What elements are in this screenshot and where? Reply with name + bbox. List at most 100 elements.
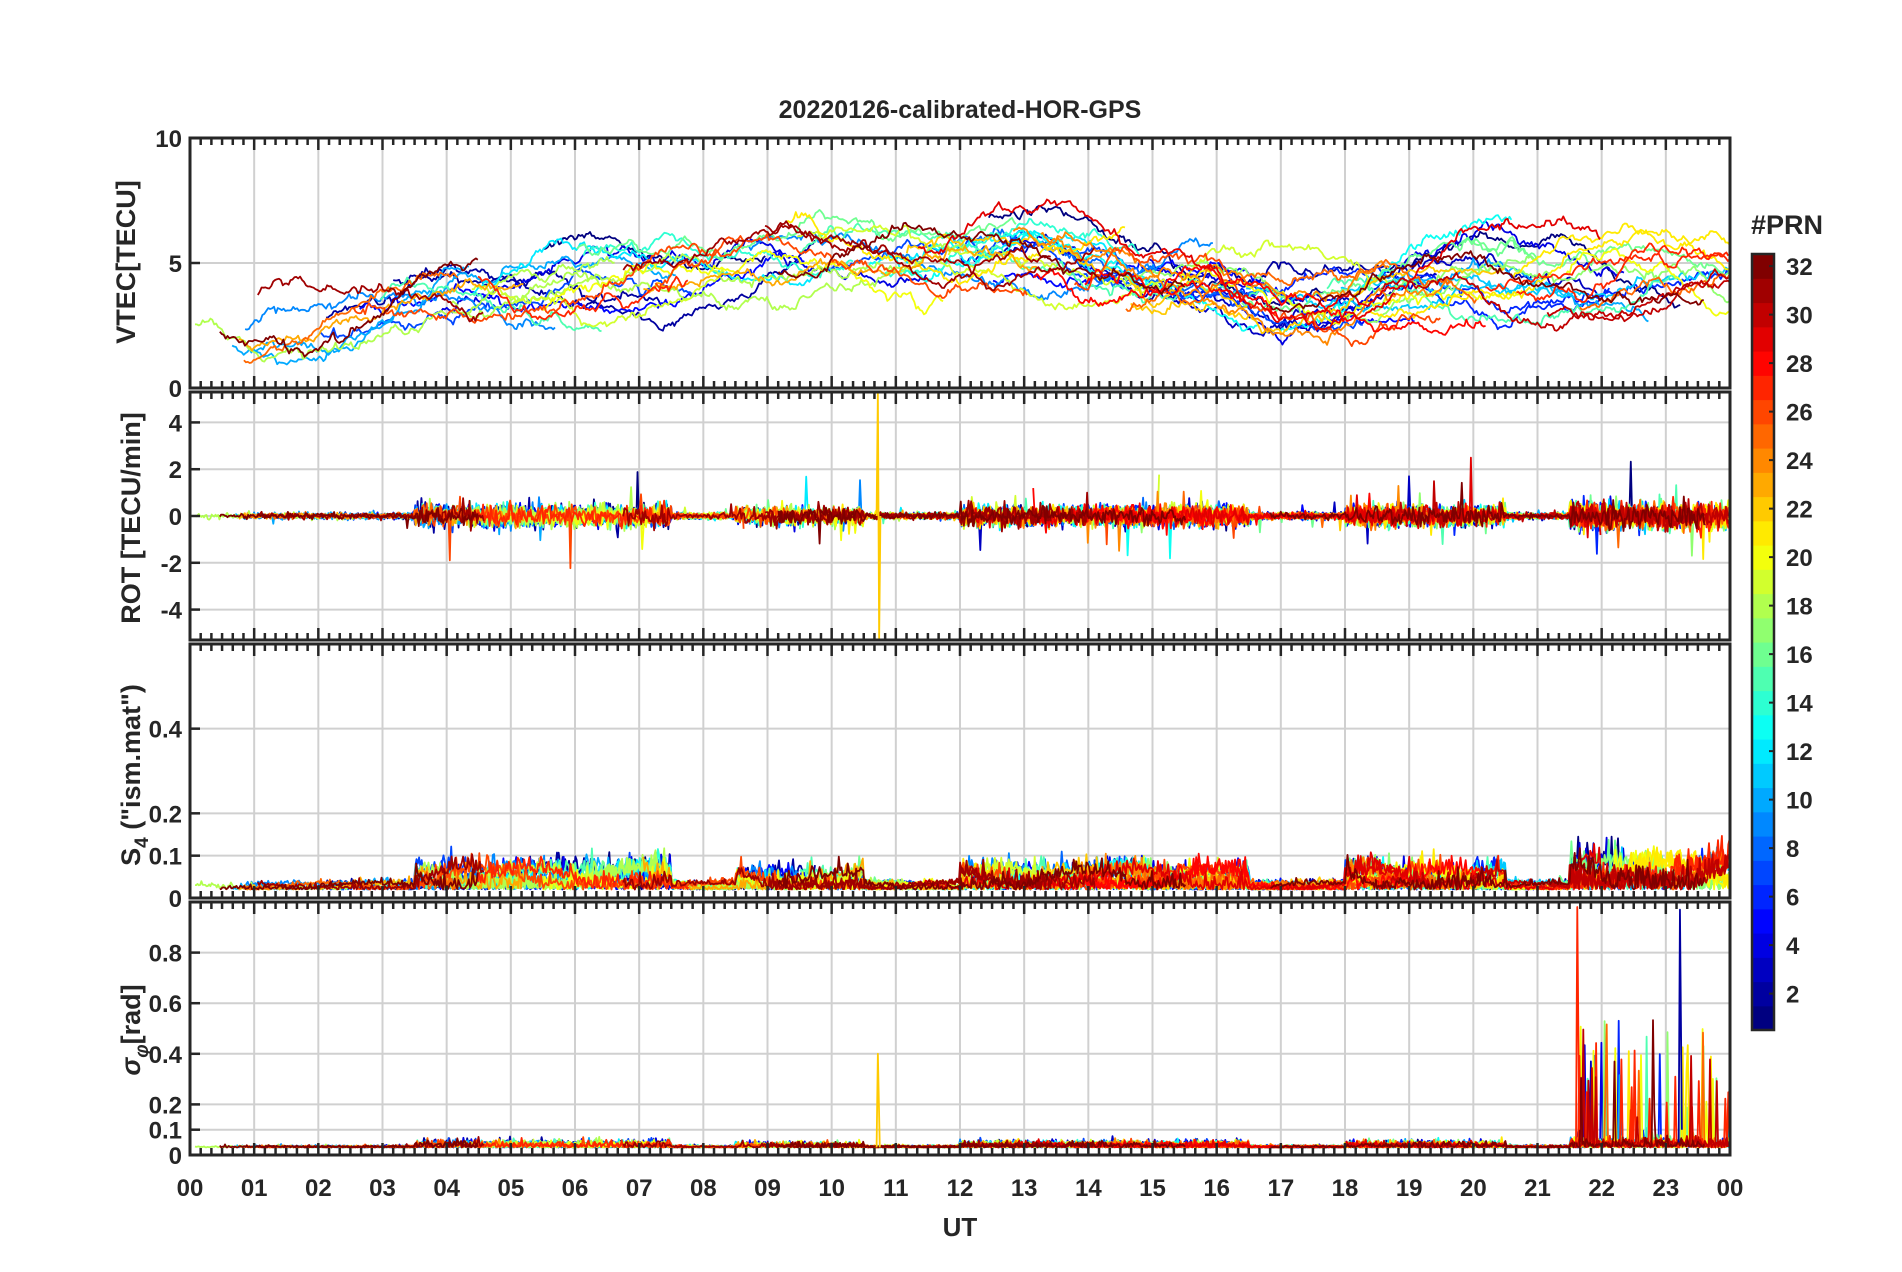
series-rot — [194, 392, 1730, 640]
prn-24-trace — [1012, 226, 1452, 346]
x-tick-label: 23 — [1652, 1175, 1679, 1202]
colorbar-segment — [1752, 666, 1774, 692]
x-tick-label: 17 — [1267, 1175, 1294, 1202]
y-tick-label-s4: 0 — [169, 886, 182, 913]
colorbar-tick-label: 8 — [1786, 836, 1799, 863]
x-tick-label: 16 — [1203, 1175, 1230, 1202]
prn-30-trace — [1381, 271, 1730, 332]
colorbar-tick-label: 22 — [1786, 497, 1813, 524]
prn-23-trace — [643, 244, 1043, 294]
prn-11-trace — [1340, 1069, 1730, 1149]
x-tick-label: 02 — [305, 1175, 332, 1202]
colorbar-segment — [1752, 302, 1774, 328]
y-tick-label-sigphi: 0.8 — [149, 941, 182, 968]
prn-20-trace — [540, 249, 944, 316]
prn-26-trace — [1073, 245, 1441, 347]
x-tick-label: 21 — [1524, 1175, 1551, 1202]
x-ticks-vtec — [188, 138, 1732, 388]
colorbar-tick-label: 24 — [1786, 448, 1813, 475]
prn-6-trace — [1410, 269, 1730, 315]
y-tick-label-sigphi: 0 — [169, 1143, 182, 1170]
colorbar-tick-label: 32 — [1786, 254, 1813, 281]
prn-5-trace — [359, 251, 805, 316]
colorbar-segment — [1752, 545, 1774, 570]
colorbar-tick-label: 30 — [1786, 303, 1813, 330]
colorbar-segment — [1752, 569, 1774, 595]
colorbar-segment — [1752, 254, 1774, 279]
prn-24-trace — [1040, 232, 1390, 302]
prn-14-trace — [880, 217, 1140, 278]
y-tick-label-s4: 0.2 — [149, 801, 182, 828]
grid-sigphi — [190, 902, 1730, 1156]
y-tick-label-rot: -4 — [161, 598, 183, 625]
colorbar-segment — [1752, 714, 1774, 740]
prn-32-trace — [1270, 1019, 1706, 1149]
y-tick-label-sigphi: 0.2 — [149, 1092, 182, 1119]
prn-31-trace — [257, 275, 484, 323]
colorbar-label: #PRN — [1751, 210, 1823, 240]
panel-sigphi: 00.10.2 0.4 0.6 0.8 — [149, 900, 1732, 1170]
colorbar-segment — [1752, 520, 1774, 546]
x-tick-label: 06 — [562, 1175, 589, 1202]
y-tick-label-vtec: 0 — [169, 376, 182, 403]
colorbar-segment — [1752, 860, 1774, 886]
prn-21-trace — [1512, 222, 1729, 278]
colorbar-segment — [1752, 811, 1774, 837]
prn-10-trace — [1383, 257, 1649, 323]
prn-32-trace — [777, 221, 1186, 296]
s4-ylabel-main: S — [116, 848, 146, 866]
colorbar-tick-label: 4 — [1786, 933, 1800, 960]
x-tick-label: 01 — [241, 1175, 268, 1202]
prn-28-trace — [1033, 264, 1486, 336]
prn-32-trace — [777, 1139, 1186, 1149]
colorbar — [1750, 252, 1776, 1032]
sigphi-ylabel-sub: φ — [132, 1044, 153, 1057]
colorbar-tick-label: 26 — [1786, 400, 1813, 427]
prn-32-trace — [777, 500, 1187, 545]
x-tick-label: 20 — [1460, 1175, 1487, 1202]
prn-31-trace — [622, 223, 1051, 275]
colorbar-segment — [1752, 884, 1774, 910]
x-tick-label: 04 — [433, 1175, 460, 1202]
vtec-ylabel: VTEC[TECU] — [111, 180, 141, 344]
x-tick-label: 05 — [497, 1175, 524, 1202]
colorbar-tick-label: 14 — [1786, 691, 1813, 718]
sigphi-spike-prn27 — [1575, 906, 1581, 1143]
y-tick-label-s4: 0.4 — [149, 717, 183, 744]
prn-19-trace — [471, 268, 725, 328]
x-tick-label: 14 — [1075, 1175, 1102, 1202]
prn-32-trace — [1269, 481, 1706, 532]
x-tick-label: 18 — [1332, 1175, 1359, 1202]
colorbar-tick-label: 6 — [1786, 885, 1799, 912]
prn-28-trace — [1083, 856, 1284, 891]
y-tick-label-sigphi: 0.1 — [149, 1118, 182, 1145]
prn-27-trace — [477, 275, 689, 321]
y-tick-label-sigphi: 0.4 — [149, 1042, 183, 1069]
prn-26-trace — [352, 852, 745, 891]
x-tick-label: 12 — [947, 1175, 974, 1202]
colorbar-tick-label: 12 — [1786, 739, 1813, 766]
colorbar-segment — [1752, 496, 1774, 522]
x-ticks-rot — [188, 392, 1732, 640]
y-tick-label-s4: 0.1 — [149, 844, 182, 871]
sigphi-ylabel-main: σ — [116, 1057, 146, 1076]
colorbar-segment — [1752, 375, 1774, 401]
colorbar-segment — [1752, 763, 1774, 789]
colorbar-segment — [1752, 981, 1774, 1007]
colorbar-frame — [1750, 252, 1776, 1032]
x-tick-label: 13 — [1011, 1175, 1038, 1202]
rot-spike — [875, 392, 882, 640]
s4-ylabel: S4 ("ism.mat") — [116, 684, 153, 866]
sigphi-ylabel-rest: [rad] — [116, 984, 146, 1044]
colorbar-segment — [1752, 593, 1774, 619]
prn-21-trace — [1365, 228, 1730, 319]
series-s4 — [195, 835, 1730, 891]
series-sigphi — [194, 906, 1730, 1149]
colorbar-segment — [1752, 739, 1774, 764]
colorbar-tick-label: 2 — [1786, 982, 1799, 1009]
colorbar-segment — [1752, 908, 1774, 934]
sigphi-ylabel: σφ[rad] — [116, 984, 153, 1075]
prn-31-trace — [622, 864, 1052, 891]
colorbar-segment — [1752, 448, 1774, 473]
series-vtec — [194, 198, 1730, 366]
